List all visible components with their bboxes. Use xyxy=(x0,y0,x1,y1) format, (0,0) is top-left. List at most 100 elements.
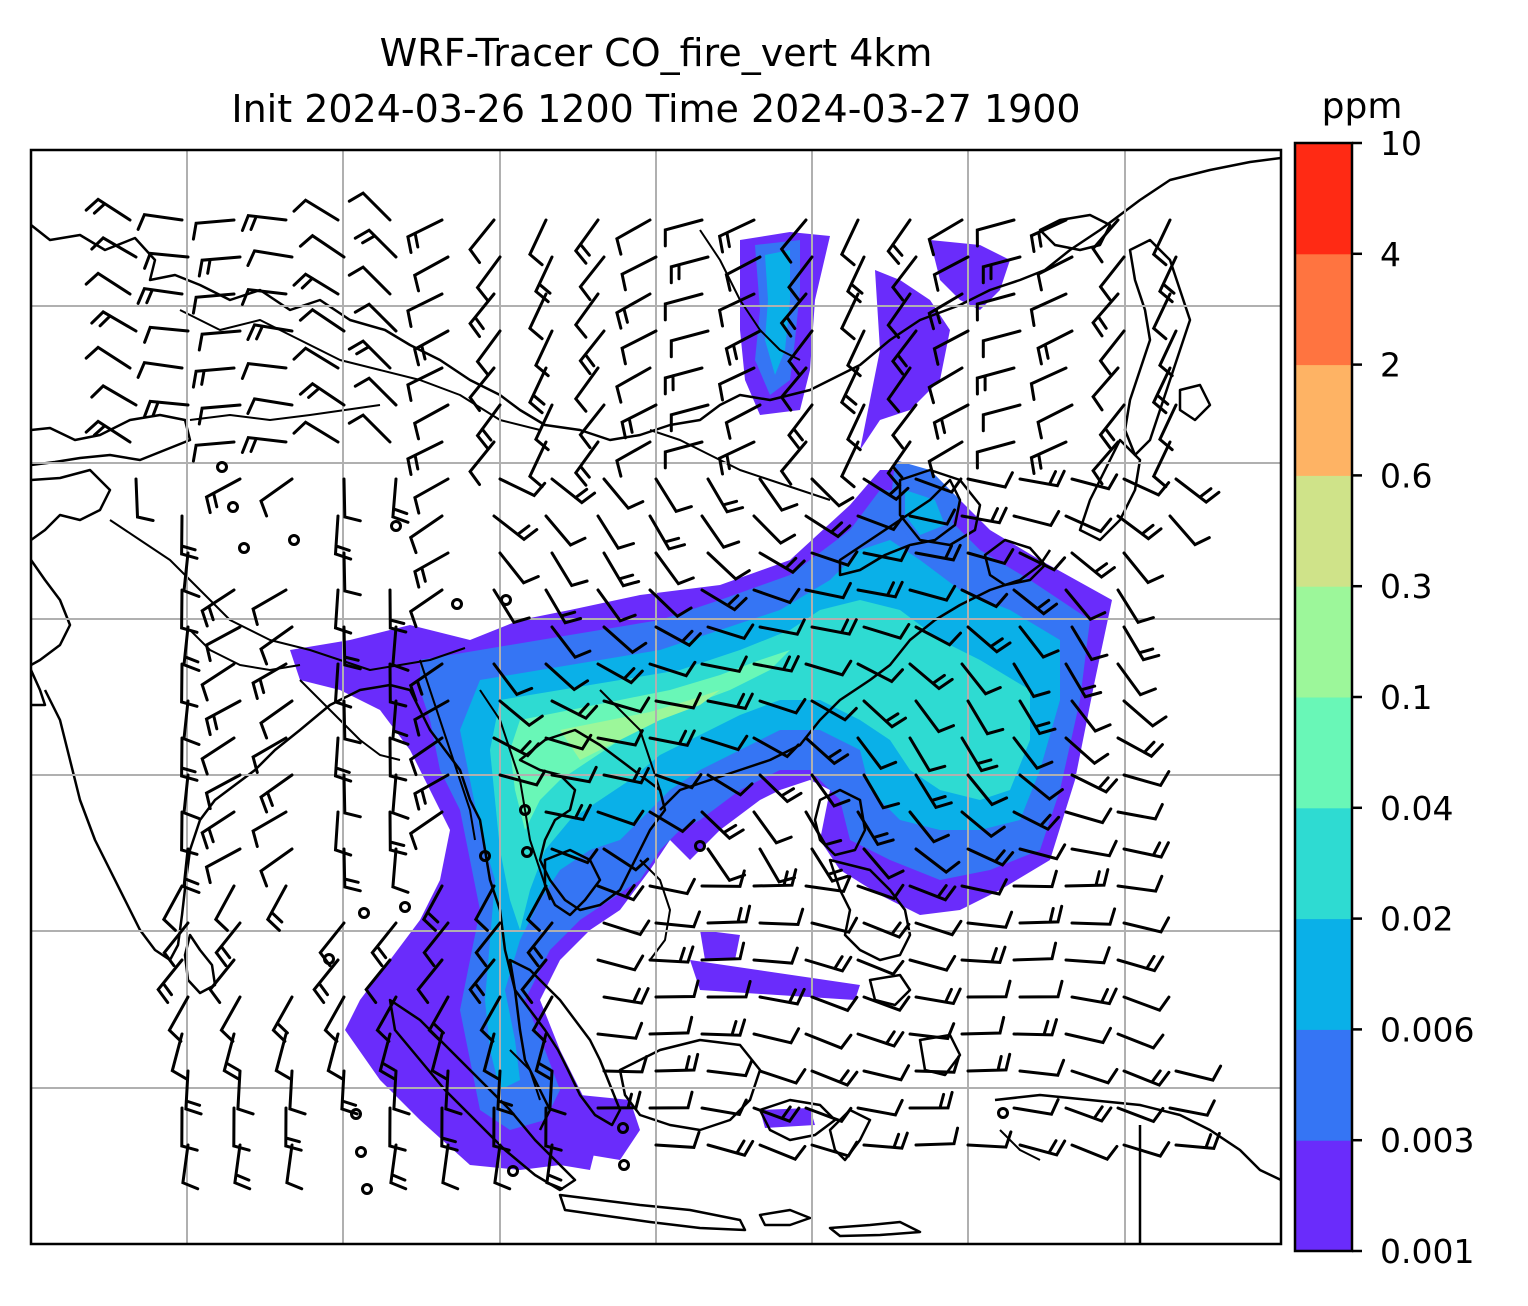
wind-barb xyxy=(810,618,858,636)
wind-barb xyxy=(219,995,242,1043)
wind-barb xyxy=(914,919,963,937)
wind-barb xyxy=(475,329,502,376)
wind-barb xyxy=(573,440,600,487)
wind-barb xyxy=(1018,1058,1066,1077)
wind-barb xyxy=(240,361,288,380)
wind-barb xyxy=(1070,839,1118,858)
wind-barb xyxy=(602,696,651,714)
wind-barb xyxy=(596,809,645,827)
wind-barb xyxy=(700,1098,748,1117)
calm-circle xyxy=(997,1107,1009,1119)
wind-barb xyxy=(648,945,695,964)
wind-barb xyxy=(1064,868,1110,888)
country-borders xyxy=(109,229,1041,1161)
plume-peak xyxy=(510,650,790,830)
wind-barb xyxy=(758,773,803,804)
wind-barb xyxy=(236,1069,255,1116)
wind-barb xyxy=(498,477,547,498)
wind-barb xyxy=(706,477,745,514)
wind-barb xyxy=(706,847,747,883)
wind-barb xyxy=(444,1069,463,1116)
wind-barb xyxy=(1098,403,1126,450)
colorbar-segment xyxy=(1295,807,1352,920)
wind-barb xyxy=(240,435,288,454)
wind-barb xyxy=(333,662,353,709)
wind-barb xyxy=(1064,946,1111,965)
wind-barb xyxy=(615,292,652,330)
wind-barb xyxy=(391,699,410,746)
wind-barb xyxy=(1012,736,1054,771)
wind-barb xyxy=(182,773,201,820)
wind-barb xyxy=(615,440,652,478)
wind-barb xyxy=(981,255,1022,285)
wind-barb xyxy=(1012,1018,1058,1037)
wind-barb xyxy=(246,249,294,267)
wind-barb xyxy=(170,1032,188,1081)
colorbar-segment xyxy=(1295,1140,1352,1252)
wind-barb xyxy=(298,233,346,259)
wind-barb xyxy=(333,736,353,783)
wind-barb xyxy=(1029,440,1068,475)
wind-barb xyxy=(412,403,450,441)
wind-barb xyxy=(333,588,353,635)
wind-barb xyxy=(347,339,392,370)
wind-barb xyxy=(1070,1067,1119,1085)
wind-barb xyxy=(856,580,904,599)
wind-barb xyxy=(908,508,956,526)
wind-barb xyxy=(779,292,808,338)
wind-barb xyxy=(1029,218,1068,253)
calm-circle xyxy=(500,594,512,606)
wind-barb xyxy=(200,588,236,628)
wind-barb xyxy=(960,506,1008,525)
wind-barb xyxy=(440,1106,459,1152)
wind-barb xyxy=(353,228,398,259)
wind-barb xyxy=(1168,1099,1216,1117)
wind-barb xyxy=(839,292,860,341)
colorbar-segment xyxy=(1295,364,1352,476)
wind-barb xyxy=(136,287,184,305)
wind-barb xyxy=(1070,625,1109,662)
wind-barb xyxy=(292,346,340,370)
wind-barb xyxy=(960,810,1006,839)
colorbar: 0.001 0.003 0.006 0.02 0.04 0.1 0.3 0.6 2 4 10 xyxy=(1293,124,1474,1271)
wind-barb xyxy=(804,514,852,539)
wind-barb xyxy=(908,662,954,691)
wind-barb xyxy=(143,325,190,344)
wind-barb xyxy=(856,736,898,771)
wind-barb xyxy=(388,810,408,856)
wind-barb xyxy=(927,218,964,257)
wind-barb xyxy=(1122,699,1168,728)
wind-barb xyxy=(862,477,910,502)
wind-barb xyxy=(1116,588,1155,625)
wind-barb xyxy=(648,877,696,896)
wind-barb xyxy=(1018,843,1067,861)
wind-barb xyxy=(468,218,496,264)
wind-barb xyxy=(758,1143,807,1162)
wind-barb xyxy=(981,403,1022,433)
wind-barb xyxy=(758,1068,807,1085)
wind-barb xyxy=(648,514,686,551)
wind-barb xyxy=(1174,1064,1223,1082)
wind-barb xyxy=(620,255,658,292)
wind-barb xyxy=(197,403,242,426)
wind-barb xyxy=(182,847,201,894)
wind-barb xyxy=(312,958,340,1004)
wind-barb xyxy=(200,810,236,850)
wind-barb xyxy=(573,366,600,413)
wind-barb xyxy=(810,916,859,934)
wind-barb xyxy=(914,1126,960,1147)
wind-barb xyxy=(1116,954,1165,973)
colorbar-tick-label: 0.003 xyxy=(1380,1121,1474,1160)
wind-barb xyxy=(416,958,444,1004)
wind-barb xyxy=(550,765,598,784)
wind-barb xyxy=(724,255,762,292)
wind-barb xyxy=(752,946,799,965)
wind-barb xyxy=(927,366,964,405)
wind-barb xyxy=(1091,440,1120,486)
wind-barb xyxy=(706,773,754,797)
wind-barb xyxy=(342,847,362,893)
wind-barb xyxy=(886,218,912,265)
wind-barb xyxy=(615,366,652,404)
wind-barb xyxy=(233,1143,252,1191)
wind-barb xyxy=(839,218,860,267)
